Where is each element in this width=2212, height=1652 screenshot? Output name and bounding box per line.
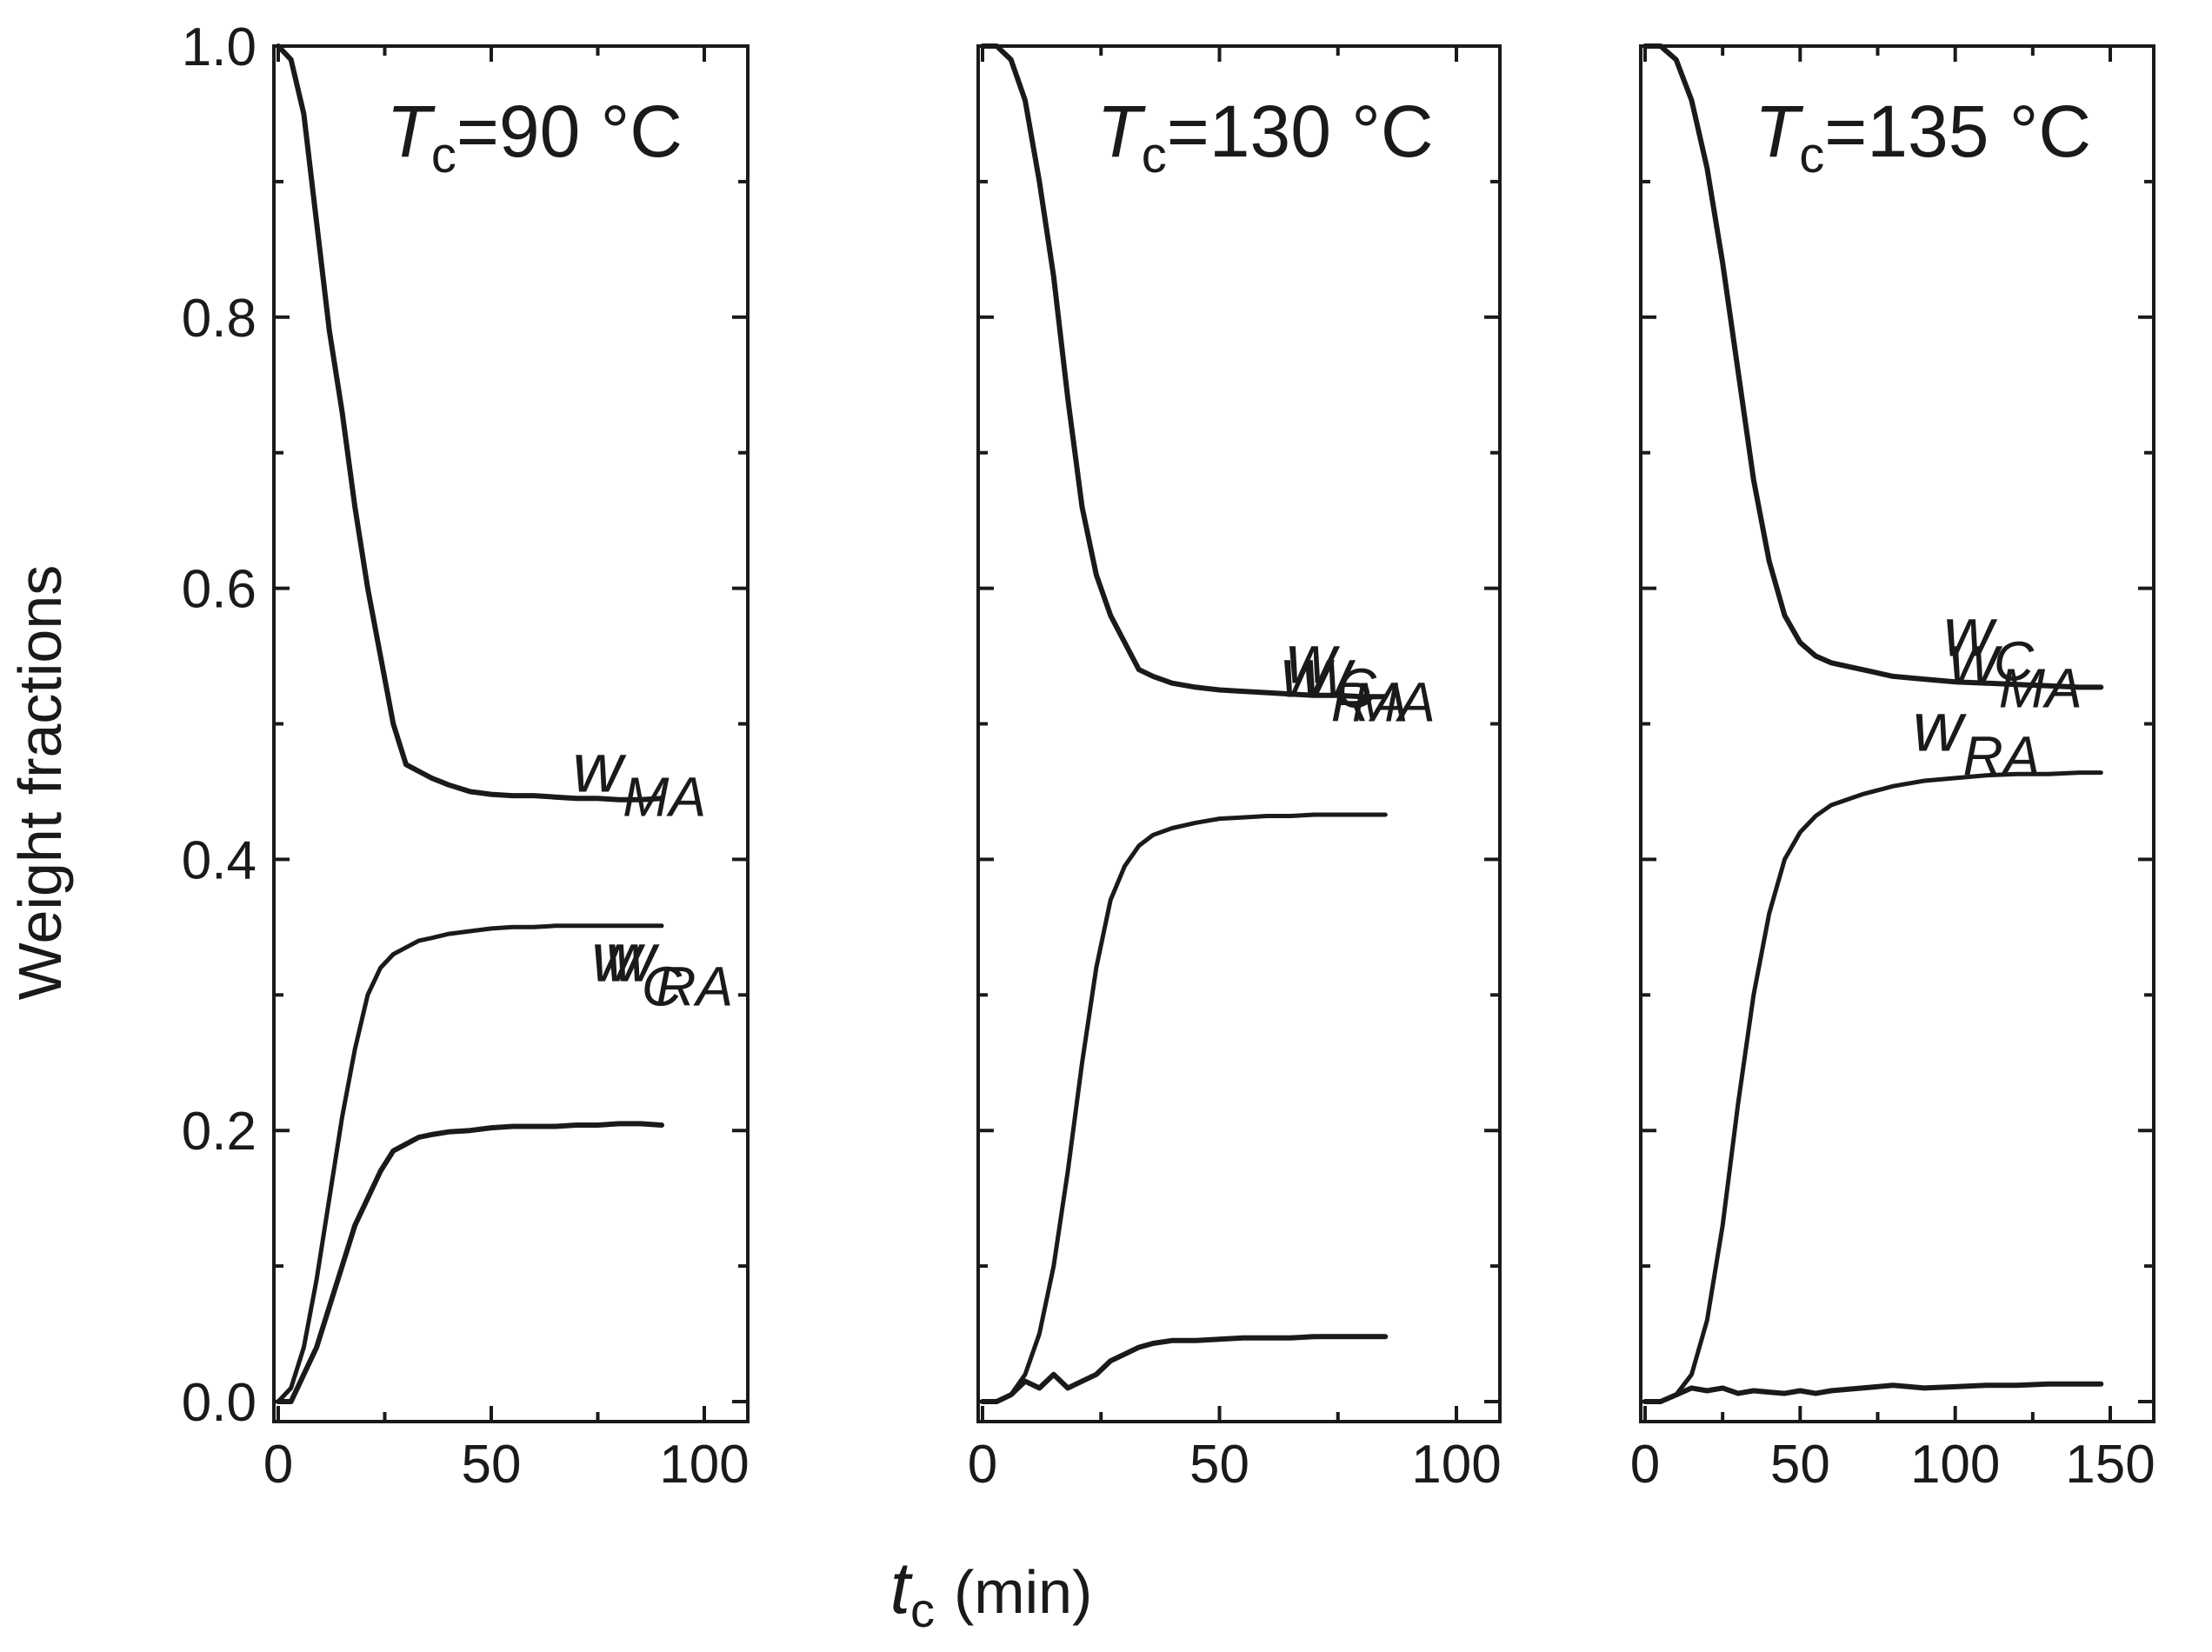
series-line-ra [276,1121,664,1404]
x-axis-title: tc (min) [890,1547,1093,1637]
panel-title-value: =135 °C [1824,90,2091,172]
series-label-c: wC [1286,621,1377,720]
x-axis-title-subscript: c [910,1582,935,1637]
panel-title-subscript: c [1799,127,1824,183]
series-label-ma: wMA [1302,634,1436,733]
y-axis-title: Weight fractions [6,565,74,1001]
x-axis-title-unit: (min) [954,1558,1092,1626]
y-tick-label: 0.4 [182,830,257,890]
x-axis-title-symbol: t [890,1547,914,1629]
series-label-ra: wRA [606,919,734,1018]
series-line-ma [980,43,1389,700]
panel-title: Tc=135 °C [1755,90,2091,183]
series-line-ma [276,43,664,803]
x-tick-label: 0 [968,1435,997,1495]
series-label-subscript: C [642,956,683,1018]
series-label-main: w [572,729,627,806]
x-tick-label: 0 [1630,1435,1660,1495]
series-label-main: w [1913,689,1968,766]
series-label-ra: wRA [1913,689,2041,788]
series-label-subscript: RA [656,956,733,1018]
series-line-c [980,812,1388,1404]
series-line-ra [980,1334,1389,1404]
x-tick-label: 50 [1770,1435,1830,1495]
panel-title: Tc=90 °C [387,90,683,183]
panel-title-subscript: c [1142,127,1167,183]
panel-title-subscript: c [431,127,456,183]
series-label-subscript: MA [623,765,706,828]
series-label-c: wC [1943,594,2035,693]
series-label-ra: wRA [1281,634,1409,733]
series-line-c [276,923,664,1404]
panel-title-value: =130 °C [1167,90,1434,172]
series-label-subscript: MA [1999,657,2082,720]
series-label-main: w [1949,621,2003,698]
series-label-subscript: C [1994,630,2035,693]
series-label-ma: wMA [572,729,706,828]
series-label-subscript: C [1336,657,1377,720]
series-label-subscript: RA [1331,670,1409,733]
series-label-main: w [1281,634,1336,711]
y-tick-label: 0.8 [182,289,257,349]
panel-frame [1639,44,2155,1423]
series-label-subscript: MA [1352,670,1436,733]
x-tick-label: 150 [2065,1435,2155,1495]
series-label-ma: wMA [1949,621,2082,720]
x-tick-label: 0 [263,1435,293,1495]
panel-frame [272,44,750,1423]
series-label-main: w [591,919,646,996]
panel-title-symbol: T [1755,90,1804,172]
series-line-ra [1642,1381,2104,1404]
series-line-c [1642,770,2103,1404]
x-tick-label: 50 [462,1435,522,1495]
panel-title: Tc=130 °C [1096,90,1433,183]
y-tick-label: 0.0 [182,1373,257,1433]
series-label-subscript: RA [1962,725,2040,788]
series-label-main: w [1302,634,1356,711]
y-tick-label: 0.6 [182,560,257,620]
x-tick-label: 100 [1910,1435,2000,1495]
series-label-c: wC [591,919,683,1018]
series-label-main: w [1286,621,1341,698]
series-label-main: w [606,919,661,996]
panel-frame [976,44,1502,1423]
panel-title-symbol: T [387,90,436,172]
series-line-ma [1642,43,2104,690]
x-tick-label: 50 [1189,1435,1249,1495]
series-label-main: w [1943,594,1998,671]
y-tick-label: 1.0 [182,17,257,77]
x-tick-label: 100 [659,1435,749,1495]
x-tick-label: 100 [1411,1435,1501,1495]
y-tick-label: 0.2 [182,1102,257,1162]
panel-title-value: =90 °C [456,90,683,172]
panel-title-symbol: T [1096,90,1146,172]
